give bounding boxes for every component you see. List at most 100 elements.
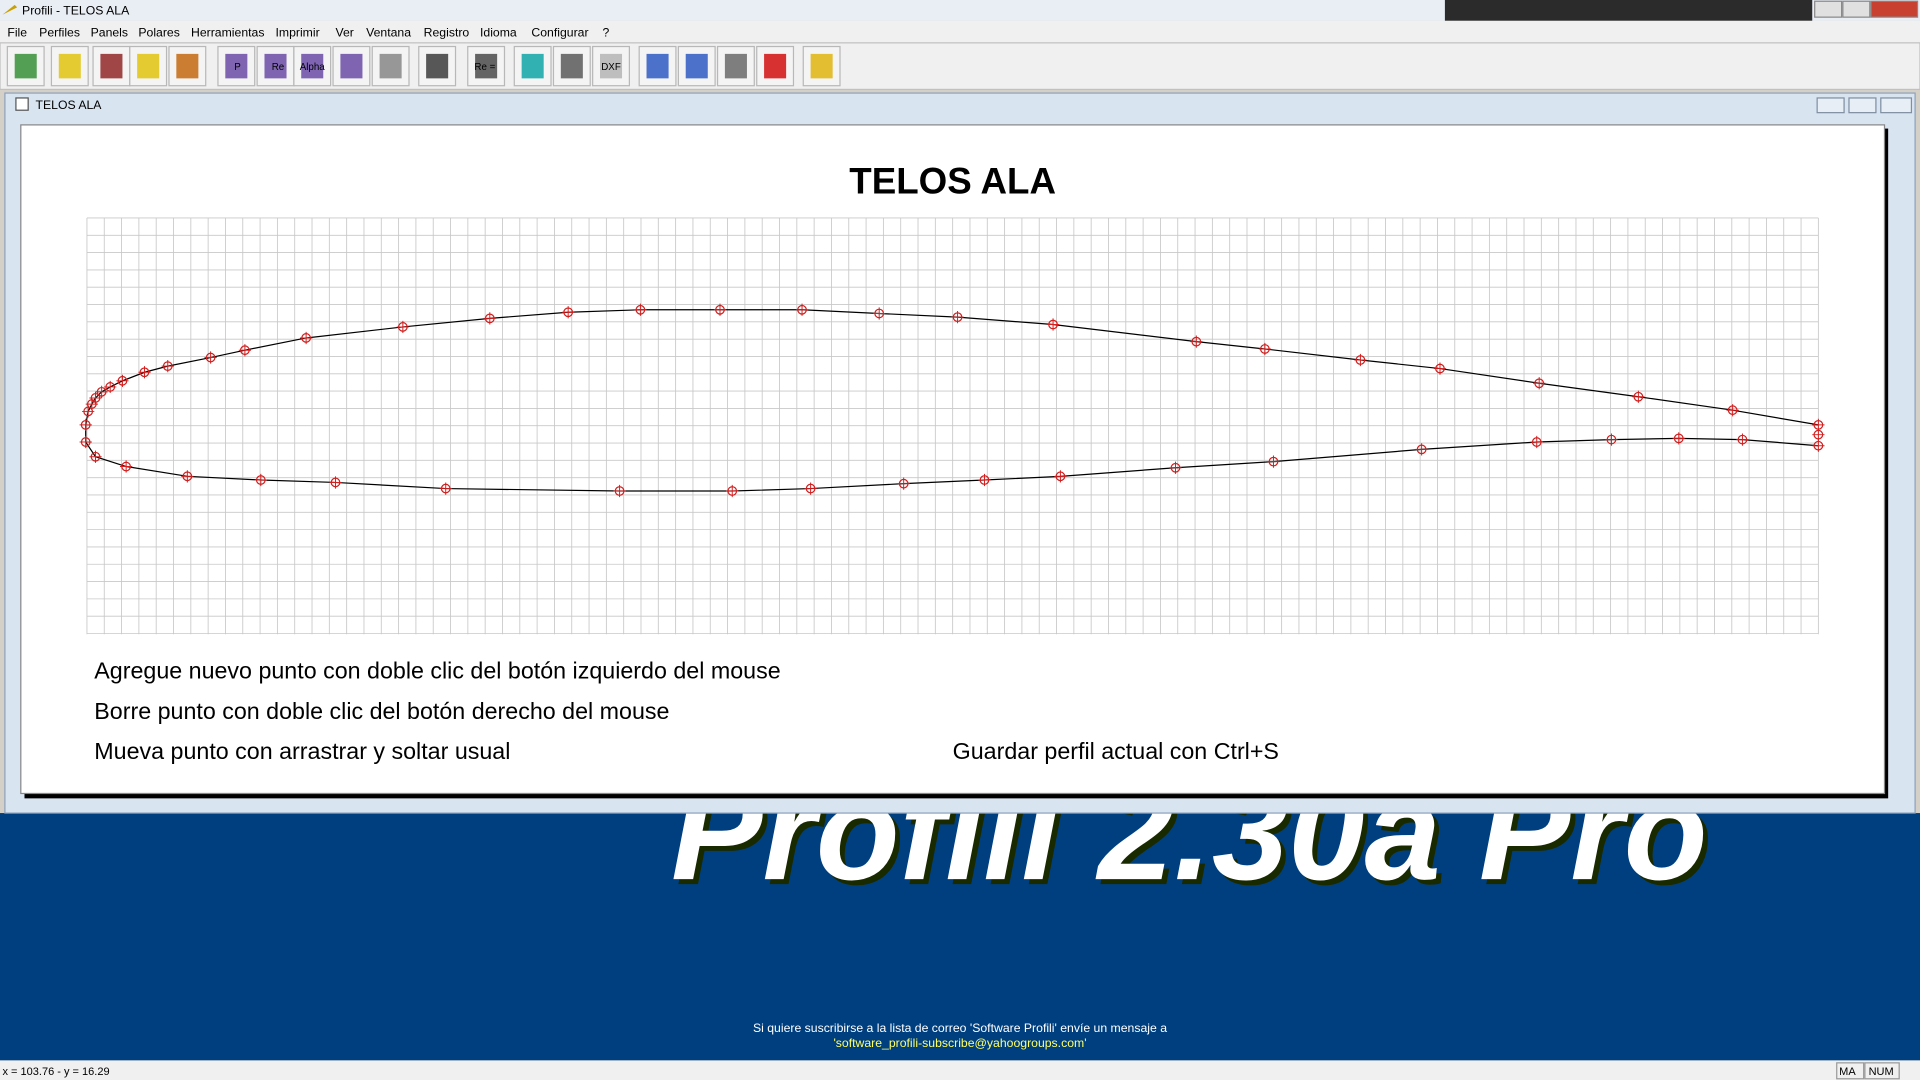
airfoil bbox=[79, 303, 1825, 498]
control-point-cross bbox=[95, 385, 108, 398]
menu-item[interactable]: Registro bbox=[424, 26, 470, 40]
toolbar-icon bbox=[560, 53, 583, 79]
toolbar-icon bbox=[379, 53, 402, 79]
menu-item[interactable]: Idioma bbox=[480, 26, 517, 40]
toolbar-icon bbox=[426, 53, 449, 79]
control-point-cross bbox=[1190, 335, 1203, 348]
control-point-cross bbox=[1605, 433, 1618, 446]
maximize-button[interactable] bbox=[1842, 0, 1871, 18]
toolbar-icon bbox=[14, 53, 37, 79]
toolbar-button[interactable] bbox=[677, 45, 716, 87]
control-point-cross bbox=[873, 307, 886, 320]
control-point-cross bbox=[104, 380, 117, 394]
doc-close[interactable] bbox=[1880, 97, 1913, 114]
instruction: Agregue nuevo punto con doble clic del b… bbox=[94, 657, 780, 683]
control-point-cross bbox=[1533, 377, 1546, 390]
toolbar-icon bbox=[600, 53, 623, 79]
menu-item[interactable]: Ventana bbox=[366, 26, 411, 40]
toolbar-button[interactable] bbox=[418, 45, 457, 87]
control-point-cross bbox=[85, 397, 98, 411]
control-point-cross bbox=[254, 473, 267, 487]
control-point-cross bbox=[1354, 353, 1367, 367]
control-point-cross bbox=[116, 374, 129, 387]
control-point-cross bbox=[1415, 443, 1428, 456]
control-point-cross bbox=[726, 484, 739, 498]
menu-item[interactable]: Configurar bbox=[531, 26, 588, 40]
toolbar-label: DXF bbox=[601, 62, 621, 73]
window-controls bbox=[1814, 0, 1919, 18]
control-point-cross bbox=[89, 450, 102, 463]
status-bar bbox=[0, 1060, 1920, 1080]
menu-item[interactable]: Ver bbox=[336, 26, 354, 40]
doc-minimize[interactable] bbox=[1816, 97, 1845, 114]
menu-item[interactable]: Perfiles bbox=[39, 26, 80, 40]
control-point-cross bbox=[120, 460, 133, 473]
toolbar-label: Re = bbox=[474, 62, 495, 73]
status-box bbox=[1836, 1062, 1865, 1080]
status-box bbox=[1864, 1062, 1900, 1080]
control-point-cross bbox=[951, 311, 964, 324]
toolbar-label: Alpha bbox=[300, 62, 326, 73]
banner-message: Si quiere suscribirse a la lista de corr… bbox=[753, 1021, 1167, 1035]
toolbar-label: Re bbox=[272, 62, 285, 73]
control-point-cross bbox=[897, 477, 910, 490]
toolbar-icon bbox=[176, 53, 199, 79]
instruction: Borre punto con doble clic del botón der… bbox=[94, 698, 669, 724]
control-point-cross bbox=[978, 473, 991, 487]
control-point-cross bbox=[1736, 433, 1749, 446]
toolbar-icon bbox=[810, 53, 833, 79]
control-point-cross bbox=[1812, 428, 1825, 441]
control-point-cross bbox=[300, 331, 313, 345]
app-icon bbox=[2, 4, 18, 15]
toolbar-icon bbox=[685, 53, 708, 79]
control-point-cross bbox=[483, 312, 496, 325]
minimize-button[interactable] bbox=[1814, 0, 1843, 18]
control-point-cross bbox=[79, 418, 92, 432]
control-point-cross bbox=[79, 435, 92, 449]
toolbar-icon bbox=[58, 53, 81, 79]
window-title: Profili - TELOS ALA bbox=[22, 4, 130, 18]
instruction: Mueva punto con arrastrar y soltar usual bbox=[94, 738, 510, 764]
banner-email[interactable]: 'software_profili-subscribe@yahoogroups.… bbox=[833, 1036, 1086, 1050]
close-button[interactable] bbox=[1870, 0, 1919, 18]
menu-item[interactable]: File bbox=[7, 26, 27, 40]
control-point-cross bbox=[1046, 318, 1060, 331]
control-point-cross bbox=[181, 470, 194, 483]
toolbar-icon bbox=[100, 53, 123, 79]
control-point-cross bbox=[329, 476, 342, 489]
menu-item[interactable]: Imprimir bbox=[276, 26, 320, 40]
toolbar-button[interactable] bbox=[92, 45, 131, 87]
title-bar bbox=[0, 0, 1920, 21]
control-point-cross bbox=[238, 344, 252, 357]
control-point-cross bbox=[1267, 455, 1280, 468]
banner bbox=[0, 813, 1920, 1061]
doc-maximize[interactable] bbox=[1848, 97, 1877, 114]
toolbar-icon bbox=[301, 53, 324, 79]
toolbar-icon bbox=[646, 53, 669, 79]
control-point-cross bbox=[1169, 461, 1182, 474]
control-point-cross bbox=[804, 482, 817, 495]
menu-item[interactable]: Herramientas bbox=[191, 26, 264, 40]
control-point-cross bbox=[1632, 390, 1645, 403]
menu-item[interactable]: Polares bbox=[138, 26, 179, 40]
chart-title: TELOS ALA bbox=[849, 160, 1056, 201]
save-hint: Guardar perfil actual con Ctrl+S bbox=[953, 738, 1279, 764]
toolbar-icon bbox=[724, 53, 747, 79]
toolbar-icon bbox=[475, 53, 498, 79]
control-point-cross bbox=[1054, 470, 1067, 483]
toolbar-icon bbox=[225, 53, 248, 79]
document-icon bbox=[15, 97, 29, 111]
toolbar-icon bbox=[521, 53, 544, 79]
control-point-cross bbox=[396, 320, 409, 334]
menu: File Perfiles Panels Polares Herramientas Imp… bbox=[7, 26, 609, 40]
control-point-cross bbox=[161, 360, 174, 373]
title-bar-dark bbox=[1444, 0, 1813, 21]
menu-item[interactable]: ? bbox=[602, 26, 609, 40]
toolbar-icon bbox=[264, 53, 287, 79]
status-indicator: MA bbox=[1839, 1066, 1856, 1078]
control-point-cross bbox=[439, 482, 452, 495]
control-point-cross bbox=[613, 484, 626, 498]
menu-item[interactable]: Panels bbox=[91, 26, 128, 40]
